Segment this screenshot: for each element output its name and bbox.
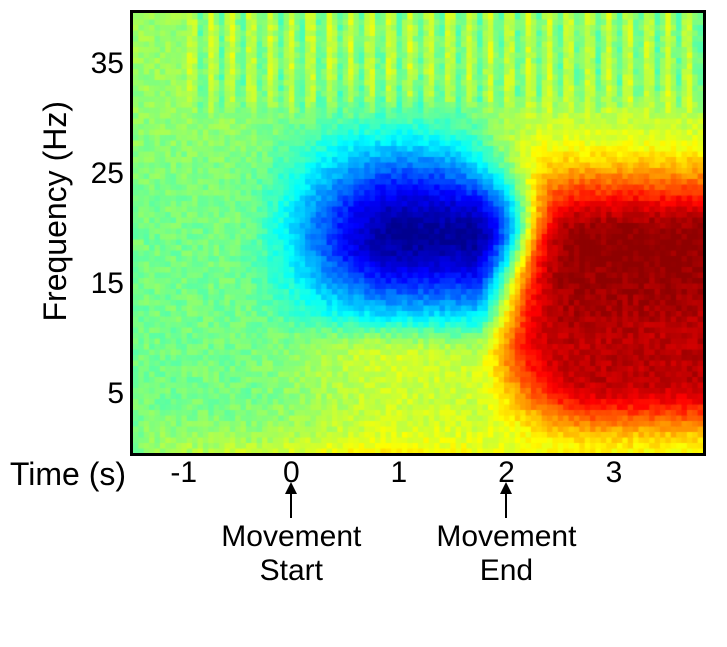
xtick-label: 3 bbox=[594, 456, 634, 490]
annotation-label: End bbox=[406, 554, 606, 588]
spectrogram-plot bbox=[130, 10, 706, 456]
annotation-arrow bbox=[290, 492, 292, 518]
annotation-arrow bbox=[505, 492, 507, 518]
ytick-label: 35 bbox=[91, 47, 124, 81]
annotation-label: Movement bbox=[406, 520, 606, 554]
ytick-label: 15 bbox=[91, 267, 124, 301]
ytick-label: 25 bbox=[91, 157, 124, 191]
annotation-label: Movement bbox=[191, 520, 391, 554]
xtick-label: -1 bbox=[164, 456, 204, 490]
ytick-label: 5 bbox=[107, 377, 124, 411]
y-axis-label: Frequency (Hz) bbox=[37, 101, 74, 322]
x-axis-label: Time (s) bbox=[0, 456, 126, 493]
annotation-label: Start bbox=[191, 554, 391, 588]
xtick-label: 1 bbox=[379, 456, 419, 490]
